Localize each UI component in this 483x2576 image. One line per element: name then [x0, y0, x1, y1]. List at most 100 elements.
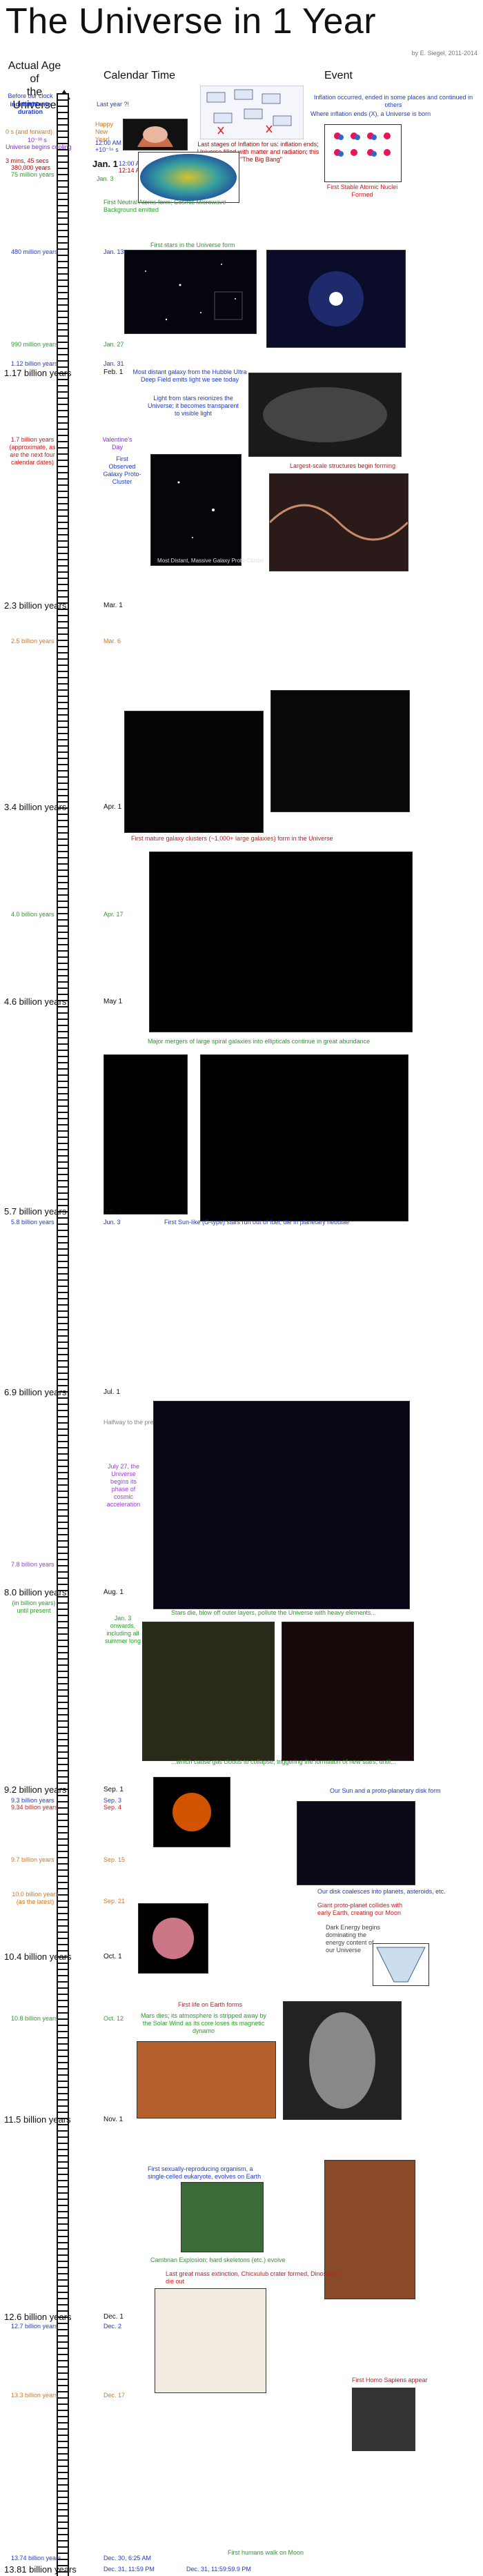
event-moon-walk: First humans walk on Moon — [228, 2549, 304, 2556]
cal-jan1-c: 12:14 AM — [119, 167, 146, 174]
cal-jan13: Jan. 13 — [103, 248, 124, 255]
cal-summer: Jan. 3 onwards, including all summer lon… — [104, 1615, 141, 1644]
crab-nebula-image — [153, 1401, 410, 1609]
intro-happy: Happy New Year! — [95, 121, 114, 143]
cal-sep3: Sep. 3 — [103, 1797, 122, 1804]
event-proto-cluster: First Observed Galaxy Proto-Cluster — [103, 455, 141, 485]
cal-feb1: Feb. 1 — [103, 368, 124, 376]
intro-zero: 0 s (and forward) — [6, 128, 53, 135]
event-gas-collapse: ...which cause gas clouds to collapse, t… — [171, 1758, 396, 1765]
event-first-stable: First Stable Atomic Nuclei Formed — [326, 184, 398, 198]
cal-sep15: Sep. 15 — [103, 1856, 126, 1863]
atomic-nuclei-image — [324, 124, 402, 182]
cal-dec2: Dec. 2 — [103, 2323, 122, 2330]
age-12-7b: 12.7 billion years — [11, 2323, 58, 2330]
event-neutral-atoms: First Neutral Atoms form; Cosmic Microwa… — [103, 199, 226, 213]
intro-twelve: 12:00 AM — [95, 139, 122, 146]
age-8-0b: 8.0 billion years — [4, 1587, 67, 1597]
event-first-stars: First stars in the Universe form — [150, 242, 235, 248]
cal-may1: May 1 — [103, 998, 123, 1005]
cal-nov1: Nov. 1 — [103, 2116, 124, 2123]
intro-twelve2: +10⁻¹⁶ s — [95, 146, 119, 153]
event-large-scale: Largest-scale structures begin forming — [290, 462, 396, 469]
cal-aug1: Aug. 1 — [103, 1589, 124, 1596]
age-990m: 990 million years — [11, 341, 58, 348]
human-evolution-image — [155, 2288, 266, 2393]
age-13-74b: 13.74 billion years — [11, 2555, 61, 2562]
age-2-3b: 2.3 billion years — [4, 600, 67, 611]
cal-jan31: Jan. 31 — [103, 360, 124, 367]
age-4-0b: 4.0 billion years — [11, 911, 55, 918]
header-calendar: Calendar Time — [103, 70, 176, 81]
event-mars: Mars dies; its atmosphere is stripped aw… — [140, 2012, 267, 2034]
event-cambrian: Cambrian Explosion; hard skeletons (etc.… — [150, 2257, 286, 2263]
first-stars-image — [266, 250, 406, 348]
age-10-8b: 10.8 billion years — [11, 2015, 58, 2022]
intro-75m: 75 million years — [11, 171, 55, 178]
galaxy-cluster-image-2 — [270, 690, 410, 812]
age-2-5b: 2.5 billion years — [11, 638, 55, 645]
age-10-0b: 10.0 billion years (as the latest) — [12, 1891, 59, 1905]
event-last-stages: Last stages of Inflation for us: inflati… — [197, 141, 319, 163]
cal-dec30: Dec. 30, 6:25 AM — [103, 2555, 152, 2562]
event-major-mergers: Major mergers of large spiral galaxies i… — [148, 1038, 371, 1045]
age-12-6b: 12.6 billion years — [4, 2312, 72, 2322]
cal-jan1: Jan. 1 — [92, 159, 118, 169]
cal-valentine: Valentine's Day — [102, 436, 132, 451]
age-4-6b: 4.6 billion years — [4, 996, 67, 1007]
cal-jul27: July 27, the Universe begins its phase o… — [106, 1463, 141, 1508]
age-1-12b: 1.12 billion years — [11, 360, 58, 367]
galaxy-cluster-image — [124, 711, 264, 833]
event-where-inflation: Where inflation ends (X), a Universe is … — [310, 110, 431, 117]
planetary-nebula-image — [103, 1054, 188, 1215]
merger-grid-image — [149, 852, 413, 1032]
note-halfway: Halfway to the present day — [103, 1419, 177, 1426]
cal-apr1: Apr. 1 — [103, 803, 122, 811]
protoplanetary-disk-image — [297, 1801, 415, 1885]
age-9-3b: 9.3 billion years — [11, 1797, 55, 1804]
intro-duration: duration — [18, 108, 43, 115]
cal-dec31: Dec. 31, 11:59 PM — [103, 2566, 155, 2573]
big-bang-image — [123, 119, 188, 150]
cal-jun3: Jun. 3 — [103, 1219, 121, 1226]
dinosaur-image — [324, 2160, 415, 2299]
sun-image — [153, 1777, 230, 1847]
intro-three-min: 3 mins, 45 secs — [6, 157, 49, 164]
intro-last-year: Last year ?! — [97, 101, 130, 108]
event-mass-extinction: Last great mass extinction, Chicxulub cr… — [166, 2270, 339, 2285]
cal-sep4: Sep. 4 — [103, 1804, 122, 1811]
page-title: The Universe in 1 Year — [6, 1, 377, 41]
cal-sep1: Sep. 1 — [103, 1786, 124, 1793]
credit: by E. Siegel, 2011-2014 — [411, 50, 477, 57]
event-udf-galaxy: Most distant galaxy from the Hubble Ultr… — [132, 368, 247, 383]
age-6-9b: 6.9 billion years — [4, 1387, 67, 1397]
intro-cooling: Universe begins cooling — [6, 144, 72, 150]
event-reionize: Light from stars reionizes the Universe;… — [147, 395, 239, 417]
proto-cluster-caption: Most Distant, Massive Galaxy Proto-Clust… — [157, 558, 264, 564]
age-9-7b: 9.7 billion years — [11, 1856, 55, 1863]
event-disk-coalesces: Our disk coalesces into planets, asteroi… — [317, 1888, 446, 1895]
intro-before: Before our clock starts: — [8, 92, 53, 107]
event-mature-clusters: First mature galaxy clusters (~1,000+ la… — [131, 835, 333, 842]
timeline-ruler — [57, 93, 69, 2576]
cal-apr17: Apr. 17 — [103, 911, 124, 918]
event-homo-sapiens: First Homo Sapiens appear — [352, 2377, 428, 2383]
cal-dec17: Dec. 17 — [103, 2392, 126, 2399]
age-13-81b: 13.81 billion years — [4, 2564, 77, 2575]
age-7-8b: 7.8 billion years — [11, 1561, 55, 1568]
cambrian-image — [181, 2182, 264, 2252]
proto-cluster-image — [248, 373, 402, 457]
cmb-map — [138, 152, 239, 203]
event-stars-die: Stars die, blow off outer layers, pollut… — [171, 1609, 376, 1616]
cal-mar1: Mar. 1 — [103, 602, 123, 609]
intro-tenpow: 10⁻³³ s — [28, 137, 47, 144]
age-1-17b: 1.17 billion years — [4, 368, 72, 378]
header-age: Actual Age of the Universe — [8, 60, 61, 111]
cal-jul1: Jul. 1 — [103, 1388, 120, 1396]
age-9-34b: 9.34 billion years — [11, 1804, 58, 1811]
dark-energy-funnel — [373, 1943, 429, 1986]
pillars-image — [142, 1622, 275, 1761]
age-11-5b: 11.5 billion years — [4, 2114, 71, 2125]
cal-dec31-b: Dec. 31, 11:59:59.9 PM — [186, 2566, 251, 2573]
star-forming-image — [282, 1622, 414, 1761]
